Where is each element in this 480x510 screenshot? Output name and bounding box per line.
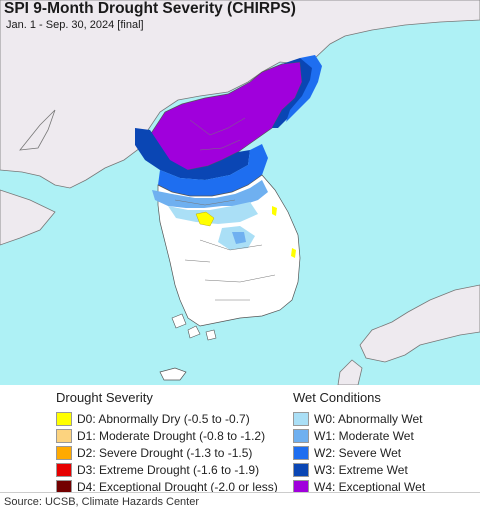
swatch-w3 bbox=[293, 462, 309, 477]
drought-map: SPI 9-Month Drought Severity (CHIRPS) Ja… bbox=[0, 0, 480, 385]
japan-landmass bbox=[359, 284, 480, 363]
sk-w1-patch bbox=[232, 232, 246, 244]
legend-item-d2: D2: Severe Drought (-1.3 to -1.5) bbox=[56, 444, 278, 461]
source-credit: Source: UCSB, Climate Hazards Center bbox=[4, 496, 200, 508]
jeju-island bbox=[159, 367, 187, 381]
legend-item-d3: D3: Extreme Drought (-1.6 to -1.9) bbox=[56, 461, 278, 478]
swatch-d0 bbox=[56, 411, 72, 426]
shandong-coast bbox=[0, 189, 56, 246]
legend-item-w0: W0: Abnormally Wet bbox=[293, 410, 425, 427]
map-subtitle: Jan. 1 - Sep. 30, 2024 [final] bbox=[6, 19, 144, 31]
legend-label-d1: D1: Moderate Drought (-0.8 to -1.2) bbox=[77, 428, 266, 443]
sk-d0-patch-east bbox=[272, 206, 277, 216]
legend-label-w2: W2: Severe Wet bbox=[314, 445, 402, 460]
legend-item-d1: D1: Moderate Drought (-0.8 to -1.2) bbox=[56, 427, 278, 444]
footer: Source: UCSB, Climate Hazards Center bbox=[0, 492, 480, 510]
nk-southeast-w2 bbox=[158, 144, 268, 196]
swatch-d2 bbox=[56, 445, 72, 460]
swatch-w1 bbox=[293, 428, 309, 443]
swatch-d1 bbox=[56, 428, 72, 443]
legend-item-d4: D4: Exceptional Drought (-2.0 or less) bbox=[56, 478, 278, 495]
legend-item-w1: W1: Moderate Wet bbox=[293, 427, 425, 444]
china-landmass bbox=[0, 0, 480, 189]
admin-boundaries bbox=[174, 117, 276, 301]
legend-label-d3: D3: Extreme Drought (-1.6 to -1.9) bbox=[77, 462, 260, 477]
nk-northeast-w3 bbox=[272, 58, 318, 128]
legend: Drought Severity D0: Abnormally Dry (-0.… bbox=[0, 385, 480, 495]
southwest-islands bbox=[171, 313, 217, 341]
legend-item-d0: D0: Abnormally Dry (-0.5 to -0.7) bbox=[56, 410, 278, 427]
legend-label-w3: W3: Extreme Wet bbox=[314, 462, 408, 477]
legend-label-d2: D2: Severe Drought (-1.3 to -1.5) bbox=[77, 445, 253, 460]
legend-item-w2: W2: Severe Wet bbox=[293, 444, 425, 461]
japan-kyushu bbox=[337, 359, 363, 385]
legend-label-w1: W1: Moderate Wet bbox=[314, 428, 414, 443]
swatch-d3 bbox=[56, 462, 72, 477]
nk-northeast-w2 bbox=[286, 55, 322, 122]
swatch-w2 bbox=[293, 445, 309, 460]
sk-d0-patch-west bbox=[195, 211, 215, 227]
legend-item-w4: W4: Exceptional Wet bbox=[293, 478, 425, 495]
map-canvas bbox=[0, 0, 480, 385]
sk-d0-patch-se bbox=[291, 248, 296, 258]
legend-label-w0: W0: Abnormally Wet bbox=[314, 411, 423, 426]
legend-label-w4: W4: Exceptional Wet bbox=[314, 479, 426, 494]
liaodong-peninsula bbox=[19, 109, 56, 151]
swatch-w0 bbox=[293, 411, 309, 426]
wet-legend: Wet Conditions W0: Abnormally Wet W1: Mo… bbox=[293, 389, 425, 495]
legend-label-d0: D0: Abnormally Dry (-0.5 to -0.7) bbox=[77, 411, 250, 426]
legend-label-d4: D4: Exceptional Drought (-2.0 or less) bbox=[77, 479, 278, 494]
wet-legend-heading: Wet Conditions bbox=[293, 390, 381, 405]
drought-legend-heading: Drought Severity bbox=[56, 390, 153, 405]
drought-legend: Drought Severity D0: Abnormally Dry (-0.… bbox=[56, 389, 278, 495]
legend-item-w3: W3: Extreme Wet bbox=[293, 461, 425, 478]
nk-west-w3 bbox=[135, 128, 250, 180]
sk-w0-patch-1 bbox=[168, 202, 258, 224]
map-title: SPI 9-Month Drought Severity (CHIRPS) bbox=[4, 0, 296, 17]
